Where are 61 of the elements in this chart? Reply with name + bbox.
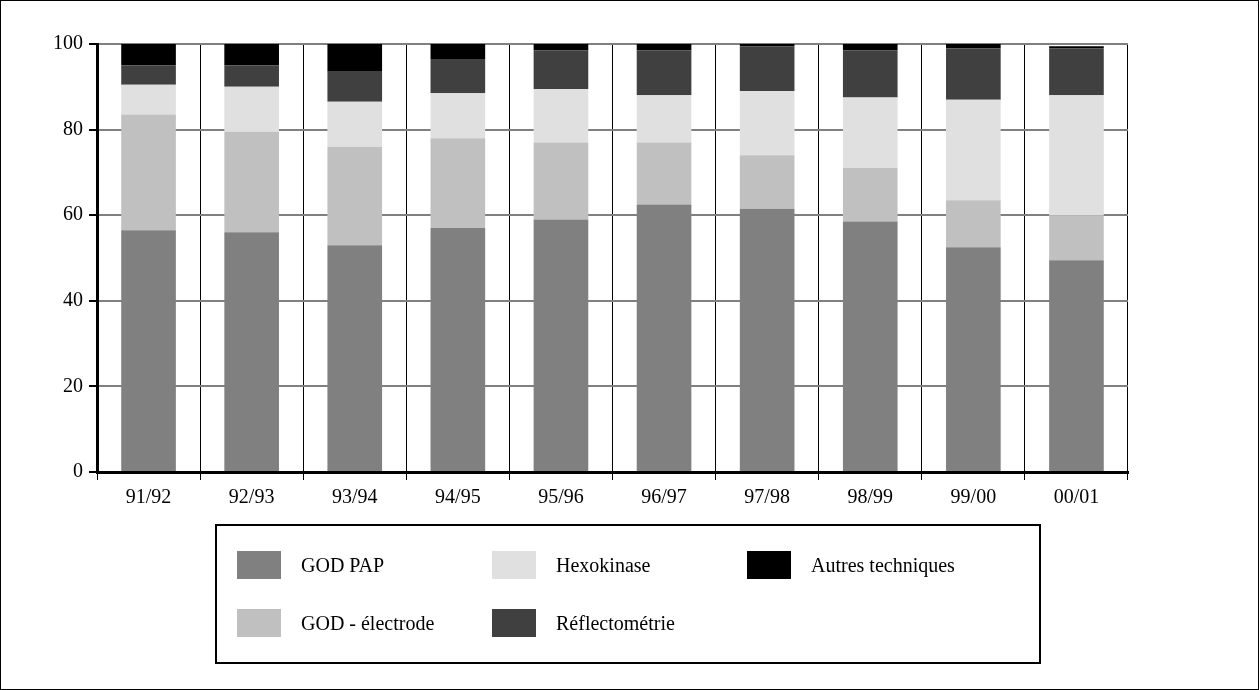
- bar: [327, 44, 383, 72]
- bar: [739, 46, 795, 92]
- legend-label: Autres techniques: [811, 553, 955, 577]
- x-tick-label: 91/92: [125, 485, 172, 508]
- bar: [327, 146, 383, 246]
- x-tick-label: 98/99: [847, 485, 894, 508]
- bar: [946, 48, 1001, 100]
- bar: [946, 200, 1001, 248]
- bar: [1049, 215, 1104, 261]
- y-tick-label: 80: [63, 116, 83, 139]
- legend-label: Hexokinase: [556, 553, 651, 577]
- x-tick-label: 94/95: [435, 485, 481, 508]
- legend-label: Réflectométrie: [556, 611, 675, 635]
- bar: [224, 65, 279, 87]
- bar: [739, 91, 795, 156]
- bar: [430, 138, 486, 229]
- bar: [327, 101, 383, 147]
- x-tick-label: 92/93: [228, 485, 275, 508]
- bar: [121, 84, 176, 115]
- bar: [636, 50, 692, 96]
- bar: [946, 44, 1001, 49]
- bar: [224, 131, 279, 233]
- bar: [842, 50, 898, 98]
- y-tick-label: 20: [63, 373, 83, 396]
- x-tick-label: 95/96: [538, 485, 584, 508]
- bar: [1049, 95, 1104, 216]
- bar: [327, 71, 383, 102]
- legend-label: GOD PAP: [301, 553, 385, 577]
- bar: [636, 44, 692, 51]
- bar: [121, 44, 176, 66]
- x-tick-label: 00/01: [1053, 485, 1100, 508]
- y-tick-label: 60: [63, 202, 83, 225]
- bar: [842, 97, 898, 169]
- bar: [636, 142, 692, 205]
- bar: [739, 44, 795, 47]
- x-tick-label: 97/98: [744, 485, 790, 508]
- bar: [430, 44, 486, 59]
- bar: [1049, 48, 1104, 96]
- bar: [430, 58, 486, 94]
- x-tick-label: 96/97: [641, 485, 687, 508]
- bar: [533, 50, 589, 89]
- bar: [842, 168, 898, 222]
- legend-label: GOD - électrode: [301, 611, 435, 635]
- bar: [1049, 46, 1104, 49]
- bar: [842, 44, 898, 51]
- bar: [533, 88, 589, 143]
- bar: [224, 86, 279, 132]
- y-tick-label: 100: [53, 31, 83, 54]
- bar: [533, 142, 589, 220]
- y-tick-label: 0: [73, 459, 83, 482]
- bar: [739, 155, 795, 209]
- bar: [430, 93, 486, 139]
- bar: [121, 65, 176, 85]
- bar: [224, 44, 279, 66]
- bar: [121, 114, 176, 231]
- x-tick-label: 99/00: [950, 485, 997, 508]
- bar: [636, 95, 692, 143]
- y-tick-label: 40: [63, 288, 83, 311]
- bar: [533, 44, 589, 51]
- bar: [946, 99, 1001, 201]
- x-tick-label: 93/94: [331, 485, 378, 508]
